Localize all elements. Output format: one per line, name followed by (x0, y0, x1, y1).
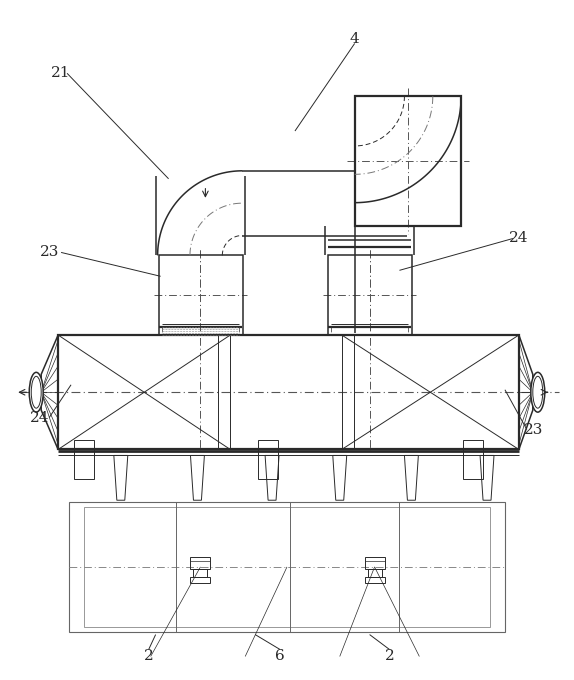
Ellipse shape (29, 373, 43, 412)
Bar (463, 439, 483, 479)
Bar (74, 439, 94, 479)
Bar (193, 569, 207, 577)
Bar (58, 335, 519, 449)
Text: 23: 23 (40, 245, 59, 260)
Text: 24: 24 (509, 231, 529, 245)
Ellipse shape (531, 373, 545, 412)
Text: 4: 4 (350, 33, 359, 46)
Text: 23: 23 (524, 422, 544, 437)
Bar (355, 96, 461, 226)
Text: 21: 21 (51, 66, 71, 80)
Text: 2: 2 (144, 649, 154, 664)
Bar (258, 439, 278, 479)
Bar (328, 256, 412, 335)
Bar (84, 507, 490, 626)
Text: 6: 6 (275, 649, 285, 664)
Bar (191, 557, 211, 569)
Text: 24: 24 (29, 411, 49, 424)
Bar (367, 569, 382, 577)
Bar (191, 577, 211, 583)
Text: 2: 2 (385, 649, 394, 664)
Bar (364, 557, 385, 569)
Bar (69, 503, 505, 632)
Bar (364, 577, 385, 583)
Bar (158, 256, 243, 335)
